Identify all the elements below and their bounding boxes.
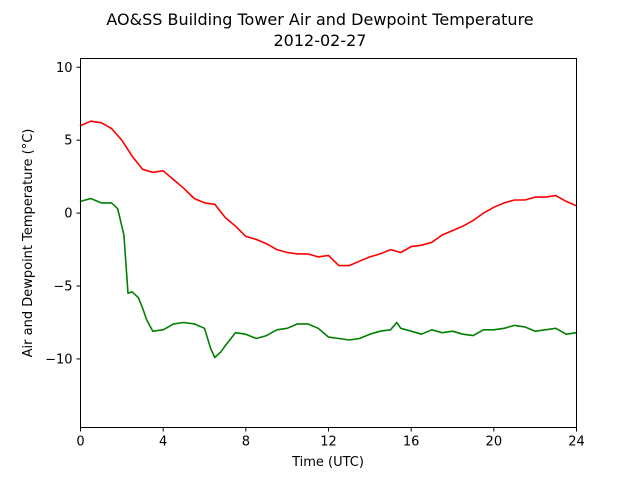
series-line-0 <box>79 120 578 267</box>
y-tick-label: 0 <box>64 207 72 222</box>
series-line-1 <box>79 197 578 359</box>
y-tick-label: −5 <box>53 280 72 295</box>
x-tick-label: 24 <box>568 435 585 450</box>
chart-subtitle: 2012-02-27 <box>274 31 367 50</box>
y-tick-label: 5 <box>64 134 72 149</box>
plot-frame <box>80 58 577 428</box>
x-tick-label: 4 <box>159 435 167 450</box>
x-axis-ticks: 0 4 8 12 16 20 24 <box>76 427 585 450</box>
y-axis-label: Air and Dewpoint Temperature (°C) <box>21 129 36 358</box>
x-tick-label: 8 <box>242 435 250 450</box>
y-tick-label: −10 <box>45 352 72 367</box>
series-layer <box>79 120 578 359</box>
y-tick-label: 10 <box>56 61 73 76</box>
x-tick-label: 16 <box>403 435 420 450</box>
x-tick-label: 20 <box>486 435 503 450</box>
y-axis-ticks: 10 5 0 −5 −10 <box>45 61 81 367</box>
chart-title: AO&SS Building Tower Air and Dewpoint Te… <box>106 10 533 29</box>
x-tick-label: 12 <box>320 435 337 450</box>
plot-area <box>79 58 578 428</box>
x-tick-label: 0 <box>76 435 84 450</box>
x-axis-label: Time (UTC) <box>291 455 364 470</box>
